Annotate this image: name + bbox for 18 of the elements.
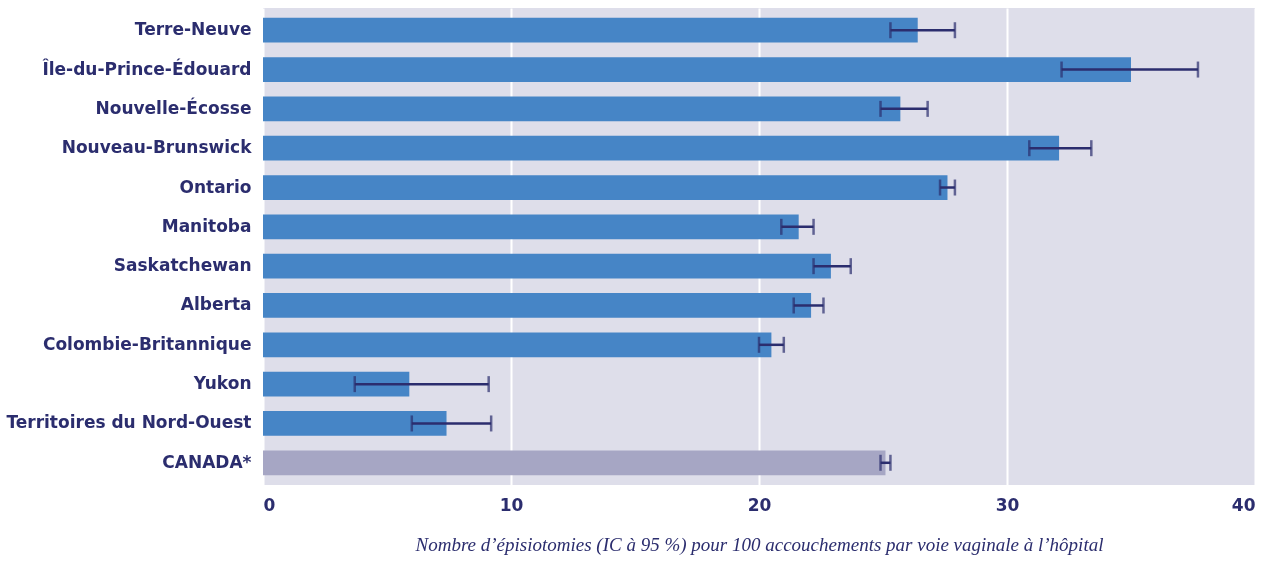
y-tick-label: Île-du-Prince-Édouard (42, 57, 252, 79)
y-tick-label: Ontario (179, 176, 252, 197)
y-tick-label: Manitoba (161, 215, 252, 236)
x-tick-label: 0 (263, 494, 276, 515)
y-tick-label: CANADA* (162, 451, 252, 472)
y-tick-label: Nouvelle-Écosse (95, 96, 252, 118)
x-tick-label: 20 (747, 494, 772, 515)
y-tick-label: Saskatchewan (113, 255, 252, 276)
x-tick-label: 30 (995, 494, 1020, 515)
y-tick-label: Yukon (192, 373, 252, 394)
y-tick-label: Terre-Neuve (134, 19, 252, 40)
y-tick-label: Nouveau-Brunswick (61, 137, 253, 158)
x-tick-label: 10 (499, 494, 524, 515)
y-tick-label: Alberta (180, 294, 252, 315)
y-tick-label: Colombie-Britannique (42, 333, 252, 354)
x-axis-title: Nombre d’épisiotomies (IC à 95 %) pour 100 accouchements par voie vaginale à l’hôpital (414, 533, 1104, 556)
y-tick-label: Territoires du Nord-Ouest (6, 412, 252, 433)
x-tick-label: 40 (1231, 494, 1256, 515)
